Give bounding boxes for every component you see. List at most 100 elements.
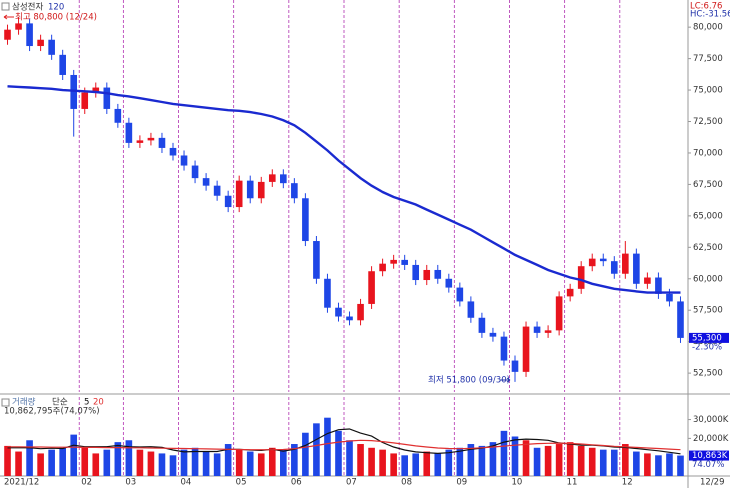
volume-bar: [4, 445, 11, 476]
last-price: 55,300: [692, 333, 722, 343]
volume-ma-label: 단순: [52, 397, 68, 408]
candle-body: [677, 301, 684, 338]
volume-bar: [478, 445, 486, 476]
candle-body: [280, 174, 287, 184]
volume-bar: [633, 451, 640, 476]
volume-bar: [544, 445, 552, 476]
y-tick-label: 80,000: [693, 23, 723, 33]
candle-body: [136, 140, 144, 143]
volume-bar: [423, 451, 431, 476]
candle-body: [158, 137, 166, 148]
x-tick-label: 08: [401, 478, 412, 488]
x-tick-label: 03: [125, 478, 136, 488]
candle-body: [533, 326, 541, 333]
volume-bar: [467, 444, 475, 476]
volume-bar: [180, 449, 188, 476]
x-tick-label: 12: [622, 478, 633, 488]
chart-title: 삼성전자: [12, 2, 43, 13]
candle-body: [577, 266, 585, 289]
candle-body: [48, 39, 55, 55]
plot-layer: 2021/12020304050607080910111252,50055,00…: [4, 0, 729, 488]
volume-bar: [489, 442, 497, 476]
volume-bar: [81, 447, 89, 476]
volume-bar: [655, 455, 662, 476]
volume-bar: [622, 444, 629, 476]
candle-body: [268, 174, 276, 182]
volume-bar: [114, 442, 122, 476]
volume-bar: [302, 432, 309, 476]
candle-body: [644, 277, 651, 284]
candle-body: [467, 301, 475, 318]
candle-body: [15, 23, 22, 30]
candle-body: [324, 278, 331, 308]
candle-body: [313, 241, 320, 279]
volume-bar: [158, 453, 166, 476]
candle-body: [379, 263, 386, 272]
candle-body: [434, 269, 442, 279]
candle-body: [478, 317, 486, 333]
candle-body: [70, 74, 78, 109]
candle-body: [257, 181, 265, 199]
volume-bar: [346, 440, 353, 476]
candle-body: [191, 165, 199, 179]
hc-label: HC:-31.56: [690, 10, 730, 20]
high-annotation: 최고 80,800 (12/24): [15, 12, 97, 23]
last-change: -2.30%: [692, 342, 722, 352]
volume-bar: [445, 449, 453, 476]
candle-body: [610, 261, 618, 274]
volume-bar: [213, 453, 221, 476]
candle-body: [26, 23, 33, 47]
x-tick-label: 04: [181, 478, 192, 488]
volume-ma: [7, 439, 681, 451]
volume-bar: [533, 447, 541, 476]
x-tick-label: 06: [291, 478, 302, 488]
x-tick-label: 10: [511, 478, 522, 488]
y-tick-label: 62,500: [693, 243, 723, 253]
y-tick-label: 77,500: [693, 54, 723, 64]
lc-label: LC:6.76: [690, 2, 722, 12]
x-tick-label: 02: [81, 478, 92, 488]
candle-body: [666, 293, 673, 302]
candle-body: [59, 54, 66, 75]
volume-bar: [577, 445, 585, 476]
volume-bar: [103, 449, 111, 476]
candle-body: [302, 198, 309, 242]
volume-bar: [257, 453, 265, 476]
price-box: [689, 332, 729, 343]
candle-body: [588, 258, 596, 267]
candle-body: [180, 155, 188, 166]
candle-body: [401, 259, 408, 265]
y-tick-label: 57,500: [693, 306, 723, 316]
candle-body: [566, 288, 574, 297]
volume-bar: [125, 440, 133, 476]
y-tick-label: 72,500: [693, 117, 723, 127]
candle-body: [599, 258, 607, 262]
moving-average: [7, 85, 681, 294]
volume-info: 10,862,795주(74,07%): [4, 407, 100, 417]
volume-bar: [169, 455, 177, 476]
last-volume: 10,863K: [692, 451, 728, 461]
candle-body: [235, 180, 243, 208]
arrow: [500, 377, 511, 383]
volume-bar: [280, 449, 287, 476]
y-tick-label: 20,000K: [693, 434, 729, 444]
volume-bar: [15, 451, 22, 476]
candle-body: [224, 195, 232, 208]
candle-body: [4, 29, 11, 40]
candle-body: [500, 336, 508, 361]
candle-body: [81, 92, 89, 109]
candle-body: [522, 326, 530, 372]
volume-bar: [379, 449, 386, 476]
y-tick-label: 75,000: [693, 86, 723, 96]
volume-bar: [357, 444, 364, 476]
candle-body: [544, 330, 552, 333]
volume-bar: [235, 449, 243, 476]
volume-bar: [335, 430, 342, 476]
volume-title: 거래량: [12, 397, 36, 408]
x-tick-label: 09: [456, 478, 467, 488]
candle-body: [246, 180, 254, 199]
volume-bar: [368, 447, 375, 476]
candle-body: [37, 39, 44, 47]
volume-bar: [434, 453, 442, 476]
volume-bar: [677, 455, 684, 476]
